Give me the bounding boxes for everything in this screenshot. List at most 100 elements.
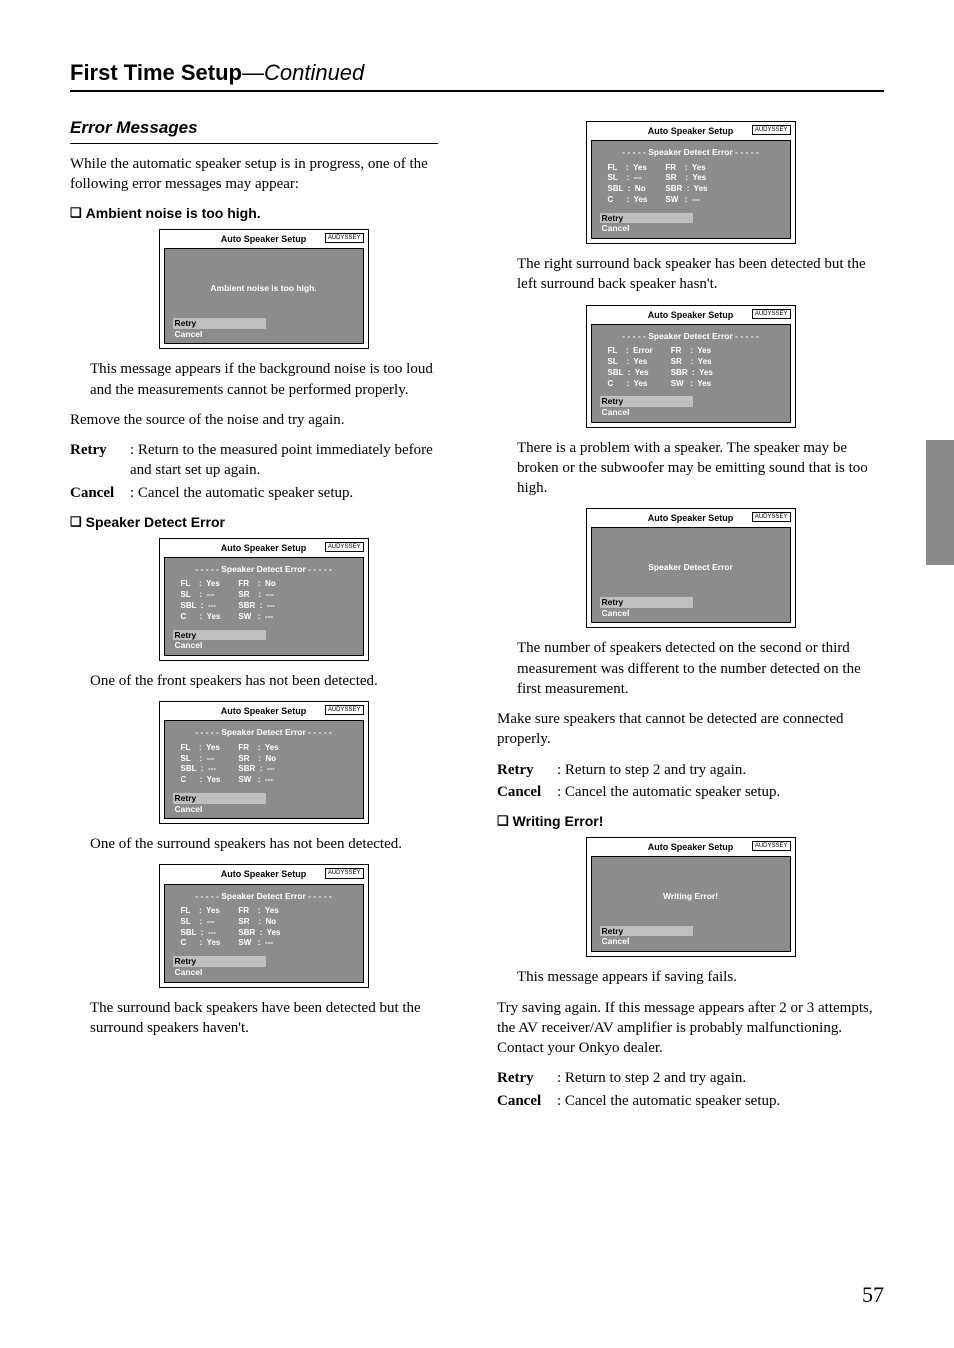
osd-detect-center-msg: Speaker Detect Error (602, 534, 780, 593)
try-saving-text: Try saving again. If this message appear… (497, 998, 884, 1059)
cancel-label: Cancel (497, 1091, 557, 1111)
grid-cell: FL : Yes (608, 163, 648, 174)
speaker-detect-label: ❏Speaker Detect Error (70, 513, 457, 532)
grid-cell: SBL : No (608, 184, 648, 195)
section-title: First Time Setup—Continued (70, 60, 884, 92)
page-number: 57 (862, 1282, 884, 1308)
right-cap-1: The right surround back speaker has been… (517, 254, 884, 295)
grid-cell: SBR : --- (238, 601, 275, 612)
grid-cell: SW : --- (238, 612, 275, 623)
osd-retry: Retry (600, 926, 694, 937)
grid-cell: SL : --- (181, 754, 221, 765)
osd-cancel: Cancel (175, 329, 353, 340)
grid-cell: C : Yes (608, 379, 653, 390)
continued-text: —Continued (242, 60, 364, 85)
osd-detect-4: Auto Speaker Setup AUDYSSEY - - - - - Sp… (586, 121, 796, 244)
audyssey-badge: AUDYSSEY (325, 542, 364, 552)
osd-detect-title: - - - - - Speaker Detect Error - - - - - (175, 891, 353, 902)
cancel-text: : Cancel the automatic speaker setup. (557, 782, 780, 802)
grid-cell: FL : Error (608, 346, 653, 357)
audyssey-badge: AUDYSSEY (752, 512, 791, 522)
osd-detect-title: - - - - - Speaker Detect Error - - - - - (175, 564, 353, 575)
grid-cell: SL : --- (181, 590, 221, 601)
osd-retry: Retry (173, 318, 267, 329)
grid-cell: C : Yes (181, 938, 221, 949)
osd-detect-1: Auto Speaker Setup AUDYSSEY - - - - - Sp… (159, 538, 369, 661)
osd-retry: Retry (173, 793, 267, 804)
detect-cap-3: The surround back speakers have been det… (90, 998, 457, 1039)
checkbox-icon: ❏ (70, 204, 82, 222)
grid-cell: SR : No (238, 917, 280, 928)
cancel-label: Cancel (497, 782, 557, 802)
retry-text: : Return to the measured point immediate… (130, 440, 457, 481)
retry-text: : Return to step 2 and try again. (557, 1068, 746, 1088)
grid-cell: FL : Yes (181, 579, 221, 590)
osd-detect-title: - - - - - Speaker Detect Error - - - - - (602, 331, 780, 342)
osd-cancel: Cancel (175, 804, 353, 815)
grid-cell: SW : --- (238, 775, 278, 786)
grid-cell: SR : --- (238, 590, 275, 601)
speaker-detect-label-text: Speaker Detect Error (86, 514, 225, 530)
osd-ambient: Auto Speaker Setup AUDYSSEY Ambient nois… (159, 229, 369, 349)
writing-caption: This message appears if saving fails. (517, 967, 884, 987)
retry-text: : Return to step 2 and try again. (557, 760, 746, 780)
osd-cancel: Cancel (175, 967, 353, 978)
cancel-label: Cancel (70, 483, 130, 503)
make-sure-text: Make sure speakers that cannot be detect… (497, 709, 884, 750)
writing-error-label: ❏Writing Error! (497, 812, 884, 831)
grid-cell: SBL : Yes (608, 368, 653, 379)
writing-error-label-text: Writing Error! (513, 813, 604, 829)
grid-cell: FR : Yes (238, 743, 278, 754)
left-column: Error Messages While the automatic speak… (70, 117, 457, 1113)
osd-detect-center: Auto Speaker Setup AUDYSSEY Speaker Dete… (586, 508, 796, 628)
retry-label: Retry (497, 1068, 557, 1088)
grid-cell: SR : Yes (671, 357, 713, 368)
grid-cell: SBR : Yes (671, 368, 713, 379)
right-column: Auto Speaker Setup AUDYSSEY - - - - - Sp… (497, 117, 884, 1113)
audyssey-badge: AUDYSSEY (752, 309, 791, 319)
osd-retry: Retry (600, 396, 694, 407)
grid-cell: FL : Yes (181, 743, 221, 754)
grid-cell: FR : Yes (665, 163, 707, 174)
grid-cell: SBL : --- (181, 764, 221, 775)
osd-retry: Retry (600, 597, 694, 608)
audyssey-badge: AUDYSSEY (325, 868, 364, 878)
grid-cell: FL : Yes (181, 906, 221, 917)
right-cap-2: There is a problem with a speaker. The s… (517, 438, 884, 499)
retry-label: Retry (497, 760, 557, 780)
grid-cell: SBR : --- (238, 764, 278, 775)
grid-cell: SW : --- (238, 938, 280, 949)
osd-detect-5: Auto Speaker Setup AUDYSSEY - - - - - Sp… (586, 305, 796, 428)
detect-cap-2: One of the surround speakers has not bee… (90, 834, 457, 854)
grid-cell: SL : --- (181, 917, 221, 928)
grid-cell: FR : Yes (671, 346, 713, 357)
ambient-label-text: Ambient noise is too high. (86, 205, 261, 221)
osd-retry: Retry (600, 213, 694, 224)
osd-retry: Retry (173, 956, 267, 967)
grid-cell: SR : No (238, 754, 278, 765)
osd-cancel: Cancel (175, 640, 353, 651)
grid-cell: SBL : --- (181, 928, 221, 939)
osd-writing-error: Auto Speaker Setup AUDYSSEY Writing Erro… (586, 837, 796, 957)
grid-cell: SBR : Yes (665, 184, 707, 195)
grid-cell: FR : Yes (238, 906, 280, 917)
grid-cell: SW : Yes (671, 379, 713, 390)
checkbox-icon: ❏ (497, 812, 509, 830)
checkbox-icon: ❏ (70, 513, 82, 531)
error-messages-heading: Error Messages (70, 117, 438, 144)
osd-detect-title: - - - - - Speaker Detect Error - - - - - (175, 727, 353, 738)
grid-cell: SW : --- (665, 195, 707, 206)
grid-cell: FR : No (238, 579, 275, 590)
grid-cell: SR : Yes (665, 173, 707, 184)
ambient-label: ❏Ambient noise is too high. (70, 204, 457, 223)
detect-cap-1: One of the front speakers has not been d… (90, 671, 457, 691)
cancel-text: : Cancel the automatic speaker setup. (557, 1091, 780, 1111)
grid-cell: C : Yes (181, 612, 221, 623)
osd-detect-title: - - - - - Speaker Detect Error - - - - - (602, 147, 780, 158)
grid-cell: C : Yes (608, 195, 648, 206)
grid-cell: SBL : --- (181, 601, 221, 612)
grid-cell: SL : --- (608, 173, 648, 184)
audyssey-badge: AUDYSSEY (325, 233, 364, 243)
cancel-text: : Cancel the automatic speaker setup. (130, 483, 353, 503)
osd-cancel: Cancel (602, 407, 780, 418)
